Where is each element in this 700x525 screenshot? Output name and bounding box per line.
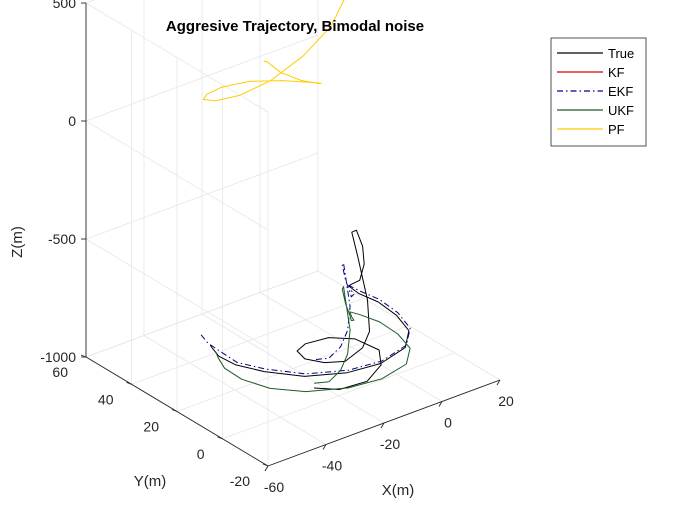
x-tick-mark bbox=[438, 401, 443, 407]
x-tick-label: -40 bbox=[322, 458, 342, 474]
y-axis-label: Y(m) bbox=[134, 473, 167, 490]
z-tick-label: 0 bbox=[68, 113, 76, 129]
x-tick-mark bbox=[322, 444, 327, 450]
series-pf-line bbox=[202, 0, 345, 102]
legend-box bbox=[550, 37, 647, 147]
legend-label-pf: PF bbox=[608, 122, 625, 137]
series-group bbox=[200, 0, 411, 393]
grid-line-z bbox=[85, 34, 319, 122]
x-tick-label: 20 bbox=[498, 393, 514, 409]
grid-line-y bbox=[176, 325, 410, 412]
y-tick-mark bbox=[262, 463, 269, 467]
series-ekf-line bbox=[200, 262, 411, 375]
x-tick-mark bbox=[264, 465, 269, 472]
legend-entries: True KF EKF UKF PF bbox=[557, 46, 634, 137]
x-tick-mark bbox=[380, 422, 385, 429]
grid-line-z bbox=[85, 270, 319, 358]
grid-line-z bbox=[85, 2, 269, 113]
y-tick-mark bbox=[217, 436, 223, 440]
chart-title: Aggresive Trajectory, Bimodal noise bbox=[166, 18, 424, 35]
y-tick-label: 20 bbox=[143, 419, 159, 435]
series-ukf-line bbox=[215, 286, 411, 393]
grid-line-z bbox=[85, 120, 269, 231]
grid-line-y bbox=[131, 297, 364, 385]
grid-line-y bbox=[222, 352, 455, 440]
z-tick-label: -1000 bbox=[40, 349, 76, 365]
x-tick-label: 0 bbox=[444, 415, 452, 431]
y-tick-mark bbox=[126, 381, 132, 385]
x-axis-label: X(m) bbox=[382, 482, 415, 499]
legend: True KF EKF UKF PF bbox=[550, 37, 647, 147]
series-true-line bbox=[209, 229, 410, 390]
z-tick-label: -500 bbox=[48, 231, 76, 247]
grid-line-z bbox=[85, 238, 269, 349]
grid-line-z bbox=[85, 152, 319, 240]
y-tick-label: 40 bbox=[98, 391, 114, 407]
tick-labels: -60 -40 -20 0 20 -20 0 20 40 60-1000 -500 0 500 bbox=[40, 0, 514, 495]
axes-frame bbox=[80, 2, 501, 472]
legend-label-ekf: EKF bbox=[608, 84, 633, 99]
y-tick-mark bbox=[171, 409, 178, 412]
x-tick-label: -60 bbox=[264, 479, 284, 495]
z-axis-label: Z(m) bbox=[9, 226, 26, 258]
legend-label-kf: KF bbox=[608, 65, 625, 80]
y-tick-label: 60 bbox=[52, 364, 68, 380]
x-tick-label: -20 bbox=[380, 436, 400, 452]
legend-label-true: True bbox=[608, 46, 634, 61]
legend-label-ukf: UKF bbox=[608, 103, 634, 118]
x-tick-mark bbox=[496, 379, 501, 386]
y-tick-label: -20 bbox=[230, 473, 250, 489]
z-tick-label: 500 bbox=[53, 0, 77, 11]
y-tick-label: 0 bbox=[197, 446, 205, 462]
